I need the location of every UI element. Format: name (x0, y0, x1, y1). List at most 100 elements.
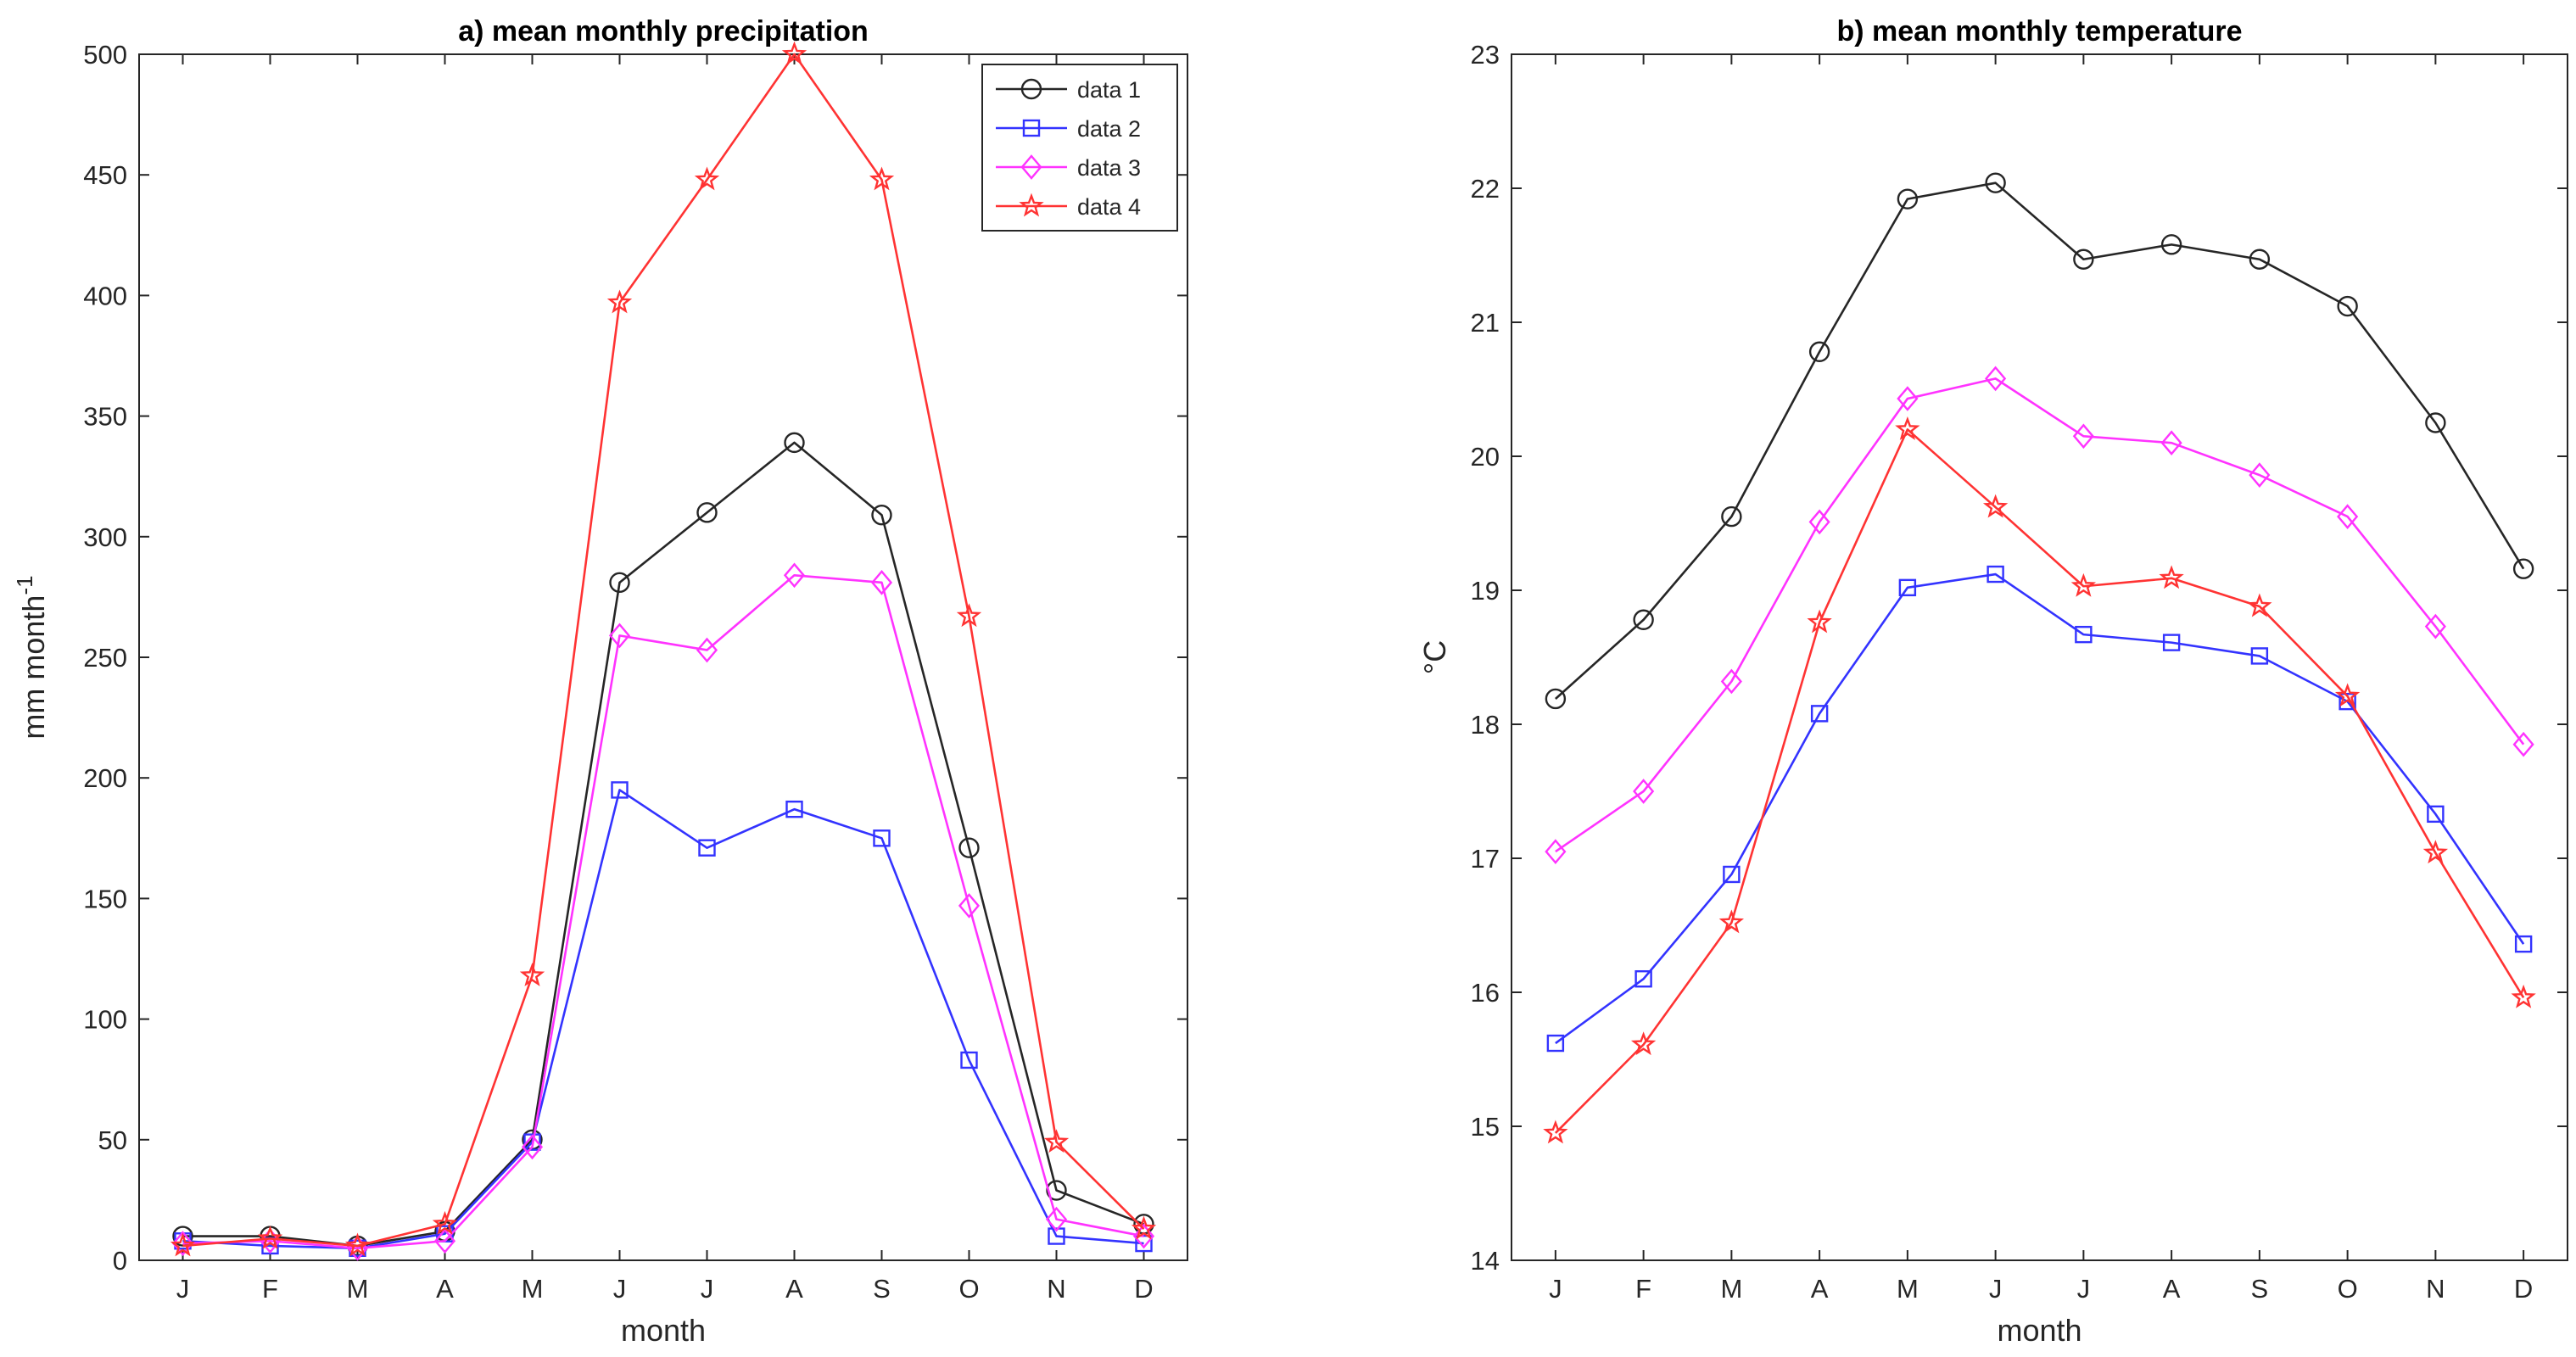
precip-data-2-point (611, 781, 629, 799)
precip-data-2-point (960, 1051, 978, 1069)
temp-data-4-point (1982, 494, 2009, 518)
precip-x-tick-label: J (701, 1274, 714, 1304)
temp-data-2-point (1898, 578, 1917, 597)
temp-data-4-point (1895, 416, 1920, 440)
temp-data-1-point (1985, 172, 2006, 193)
temp-y-tick-label: 18 (1471, 710, 1500, 740)
precip-y-axis-label-text: mm month (16, 595, 51, 740)
temp-data-1-point (2160, 234, 2182, 255)
temp-data-3-point (1808, 509, 1830, 535)
temp-data-4-point (2422, 840, 2449, 864)
precip-x-tick-label: M (522, 1274, 544, 1304)
temp-series-line-data-3 (1555, 377, 2525, 853)
precip-data-2-point (1048, 1227, 1065, 1245)
precip-x-tick-label: A (436, 1274, 454, 1304)
temp-y-tick-label: 15 (1471, 1112, 1500, 1142)
precip-y-tick-label: 200 (83, 763, 127, 793)
precip-x-tick-label: N (1047, 1274, 1065, 1304)
temp-data-2-point (2250, 647, 2269, 665)
temp-data-1-point (2249, 249, 2271, 270)
temp-data-1-point (1897, 188, 1919, 209)
precip-y-axis-label: mm month-1 (12, 575, 51, 739)
precip-data-4-point (344, 1232, 371, 1257)
precip-y-axis-label-superscript: -1 (12, 575, 37, 595)
precip-x-tick-label: O (958, 1274, 979, 1304)
precip-y-tick-label: 50 (98, 1125, 127, 1155)
precip-x-tick-label: D (1134, 1274, 1153, 1304)
precip-x-axis-label: month (621, 1313, 706, 1348)
precip-data-3-point (783, 562, 806, 589)
precip-x-tick-label: J (176, 1274, 190, 1304)
temp-x-tick-label: J (1989, 1274, 2003, 1304)
temp-x-tick-label: M (1897, 1274, 1919, 1304)
temp-data-4-point (2159, 565, 2184, 589)
chart-temperature: J F M A M J J A S O N D 14 15 16 17 18 19 20 21 22 23 b) mean … (1417, 15, 2568, 1348)
precip-data-3-point (1132, 1223, 1155, 1249)
temp-data-1-point (1808, 341, 1830, 362)
temp-data-4-point (2247, 593, 2272, 617)
temp-data-2-point (2162, 634, 2181, 651)
temp-data-1-point (2512, 558, 2534, 579)
temp-data-2-point (2075, 625, 2093, 644)
temp-y-tick-label: 22 (1471, 174, 1500, 204)
temp-data-1-point (2337, 295, 2358, 317)
temp-data-2-point (1634, 969, 1652, 988)
temp-data-2-point (2427, 805, 2445, 824)
precip-data-4-point (519, 962, 545, 986)
precip-series-line-data-3 (182, 573, 1144, 1250)
precip-data-3-point (958, 893, 981, 919)
temp-data-2-point (1723, 865, 1741, 884)
precip-data-4-point (170, 1232, 196, 1257)
temp-data-4-point (1543, 1120, 1568, 1144)
temp-data-3-point (1545, 839, 1567, 864)
precip-y-tick-label: 100 (83, 1005, 127, 1035)
temp-y-tick-label: 21 (1471, 308, 1500, 338)
precip-legend: data 1 data 2 data 3 data 4 (981, 64, 1178, 232)
temp-data-1-point (1721, 505, 1742, 528)
precip-chart-title: a) mean monthly precipitation (458, 15, 869, 47)
temp-x-tick-label: O (2338, 1274, 2358, 1304)
temp-data-2-point (2339, 692, 2356, 711)
precip-legend-label-data-1: data 1 (1077, 77, 1141, 103)
precip-data-4-point (1131, 1215, 1157, 1240)
precip-y-tick-label: 500 (83, 40, 127, 70)
temp-data-2-point (1546, 1034, 1565, 1053)
precip-data-4-point (869, 166, 895, 191)
temp-data-4-point (2511, 984, 2536, 1008)
precip-data-3-point (171, 1231, 194, 1256)
precip-data-4-point (694, 166, 720, 191)
precip-data-4-point (781, 41, 807, 65)
precip-x-tick-label: J (613, 1274, 627, 1304)
temp-x-tick-label: A (1811, 1274, 1829, 1304)
temp-y-axis-label-text: °C (1417, 640, 1452, 674)
temp-y-tick-label: 20 (1471, 442, 1500, 472)
precip-y-tick-label: 300 (83, 522, 127, 552)
temp-data-3-point (2512, 731, 2534, 757)
temp-x-tick-label: S (2251, 1274, 2269, 1304)
temp-axes-box (1511, 53, 2568, 1261)
precip-legend-marker-data-3 (1020, 154, 1042, 180)
temp-x-axis-label: month (1997, 1313, 2081, 1348)
precip-legend-box (981, 64, 1178, 232)
temp-y-tick-label: 14 (1471, 1246, 1500, 1276)
precip-y-tick-label: 400 (83, 281, 127, 310)
temp-data-2-point (2514, 935, 2533, 953)
precip-data-4-point (606, 289, 633, 314)
temp-data-3-point (1720, 668, 1742, 695)
temp-x-tick-label: D (2514, 1274, 2533, 1304)
temp-data-3-point (2160, 430, 2182, 456)
precip-y-tick-label: 450 (83, 160, 127, 190)
temp-chart-title: b) mean monthly temperature (1837, 15, 2243, 47)
temp-data-1-point (2073, 249, 2094, 270)
precip-data-4-point (1043, 1129, 1070, 1153)
precip-data-4-point (432, 1210, 458, 1235)
temp-series-line-data-1 (1555, 181, 2525, 700)
temp-x-tick-label: J (2077, 1274, 2091, 1304)
precip-y-tick-label: 0 (113, 1246, 127, 1276)
precip-y-tick-label: 250 (83, 643, 127, 673)
precip-legend-marker-data-2 (1022, 119, 1041, 137)
temp-x-tick-label: M (1720, 1274, 1742, 1304)
precip-series-line-data-4 (182, 53, 1145, 1248)
temp-data-4-point (2334, 683, 2361, 707)
